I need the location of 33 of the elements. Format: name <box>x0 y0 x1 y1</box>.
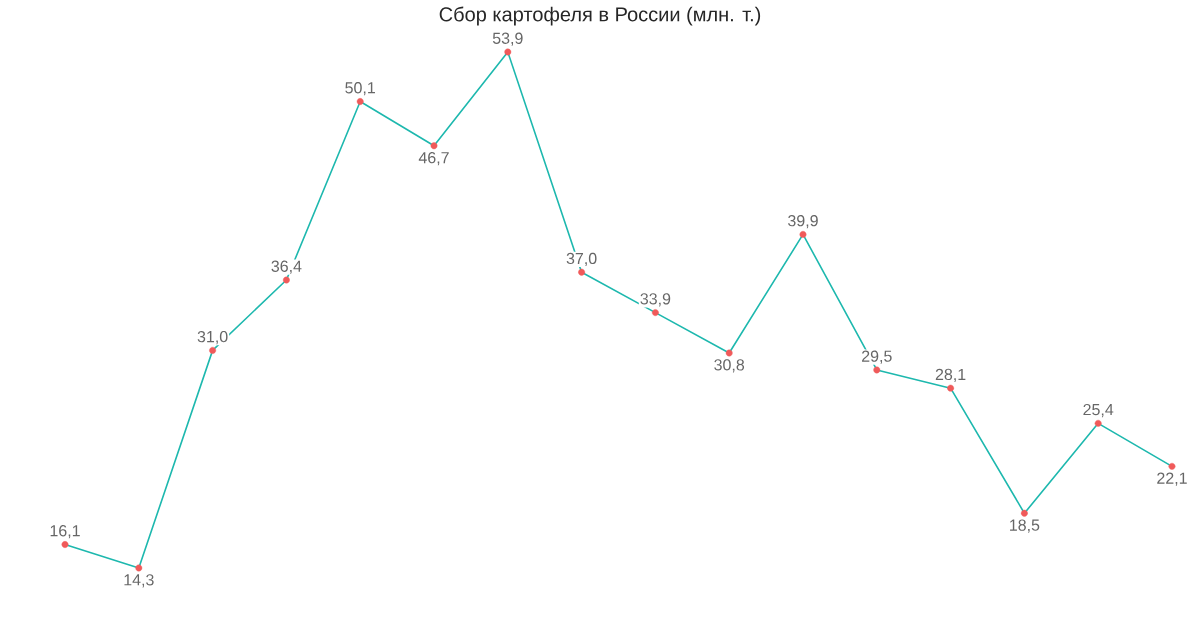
point <box>947 384 954 392</box>
point <box>61 541 69 548</box>
point <box>504 48 512 56</box>
data-label: 29,5 <box>862 350 892 364</box>
data-label: 33,9 <box>640 293 671 307</box>
data-label: 36,4 <box>271 260 302 274</box>
point <box>430 142 438 150</box>
data-label: 22,1 <box>1157 472 1187 486</box>
point <box>209 346 216 354</box>
point <box>356 98 364 105</box>
point <box>873 366 881 374</box>
point <box>652 309 659 316</box>
data-label: 16,1 <box>50 525 80 539</box>
data-label: 25,4 <box>1083 403 1114 418</box>
point <box>578 268 585 276</box>
data-label: 39,9 <box>788 215 818 229</box>
data-label: 50,1 <box>345 82 375 96</box>
point <box>1168 462 1176 470</box>
chart-title: Сбор картофеля в России (млн. т.) <box>439 6 761 26</box>
point <box>1020 509 1028 517</box>
point <box>799 231 807 238</box>
point <box>283 276 290 284</box>
data-label: 14,3 <box>124 574 154 588</box>
data-label: 53,9 <box>492 32 523 46</box>
data-label: 18,5 <box>1010 519 1040 533</box>
data-label: 31,0 <box>197 330 228 345</box>
point <box>135 564 143 572</box>
point <box>725 349 733 357</box>
data-label: 46,7 <box>418 152 449 166</box>
data-label: 37,0 <box>566 252 597 266</box>
point <box>1094 419 1102 427</box>
data-label: 28,1 <box>935 368 966 382</box>
data-label: 30,8 <box>714 359 745 373</box>
